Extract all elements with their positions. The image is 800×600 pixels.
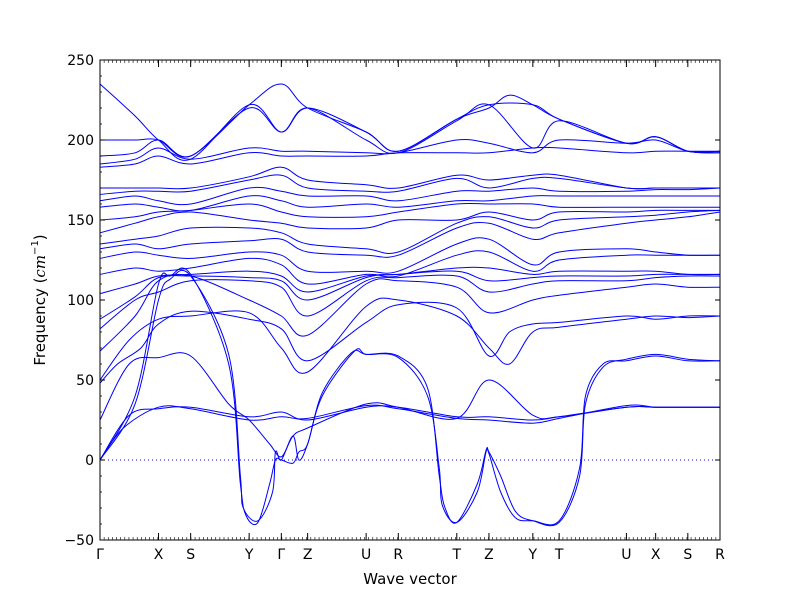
y-axis-label-exponent: −1 xyxy=(30,240,41,255)
y-tick-label-6: 250 xyxy=(67,53,94,69)
y-axis-label-text: Frequency ( xyxy=(31,278,49,366)
y-axis-label-close: ) xyxy=(31,234,49,240)
band-line-24 xyxy=(99,103,721,158)
x-tick-label-7: R xyxy=(393,547,403,563)
band-line-6 xyxy=(99,301,721,384)
y-tick-label-2: 50 xyxy=(76,373,94,389)
x-tick-label-4: Γ xyxy=(277,547,285,563)
x-tick-label-13: X xyxy=(651,547,661,563)
x-tick-label-9: Z xyxy=(484,547,494,563)
band-line-9 xyxy=(99,274,721,330)
y-axis-label-unit: cm xyxy=(31,255,49,278)
x-tick-label-1: X xyxy=(154,547,164,563)
x-axis-label: Wave vector xyxy=(363,570,457,588)
series-layer xyxy=(99,83,721,527)
band-line-26 xyxy=(99,83,721,161)
band-line-19 xyxy=(99,186,721,206)
band-line-1 xyxy=(99,404,720,461)
band-line-2 xyxy=(99,405,720,461)
band-line-8 xyxy=(99,273,721,352)
band-line-4 xyxy=(99,267,721,527)
band-line-15 xyxy=(99,209,721,254)
y-tick-label-1: 0 xyxy=(85,453,94,469)
band-line-21 xyxy=(100,166,720,190)
x-tick-label-6: U xyxy=(361,547,371,563)
band-line-25 xyxy=(100,83,721,158)
band-line-13 xyxy=(99,237,721,274)
x-tick-label-11: T xyxy=(554,547,564,563)
x-tick-label-12: U xyxy=(621,547,631,563)
x-tick-label-10: Y xyxy=(528,547,538,563)
plot-frame xyxy=(99,59,721,541)
band-line-3 xyxy=(99,269,721,526)
x-tick-label-8: T xyxy=(452,547,462,563)
x-tick-label-14: S xyxy=(683,547,692,563)
band-line-18 xyxy=(99,195,720,212)
x-tick-label-3: Y xyxy=(244,547,254,563)
band-line-12 xyxy=(99,250,720,285)
y-axis: −50 0 50 100 150 200 250 xyxy=(64,53,720,549)
y-tick-label-4: 150 xyxy=(67,213,94,229)
x-tick-label-15: R xyxy=(715,547,725,563)
band-line-7 xyxy=(99,297,721,381)
band-line-5 xyxy=(99,352,720,458)
band-line-11 xyxy=(99,266,721,295)
x-tick-label-0: Γ xyxy=(96,547,104,563)
x-tick-label-2: S xyxy=(186,547,195,563)
band-line-14 xyxy=(99,211,721,258)
band-line-16 xyxy=(99,209,720,234)
y-tick-label-3: 100 xyxy=(67,293,94,309)
x-tick-label-5: Z xyxy=(303,547,313,563)
y-axis-label: Frequency (cm−1) xyxy=(30,234,49,365)
y-tick-label-0: −50 xyxy=(64,533,94,549)
y-tick-label-5: 200 xyxy=(67,133,94,149)
